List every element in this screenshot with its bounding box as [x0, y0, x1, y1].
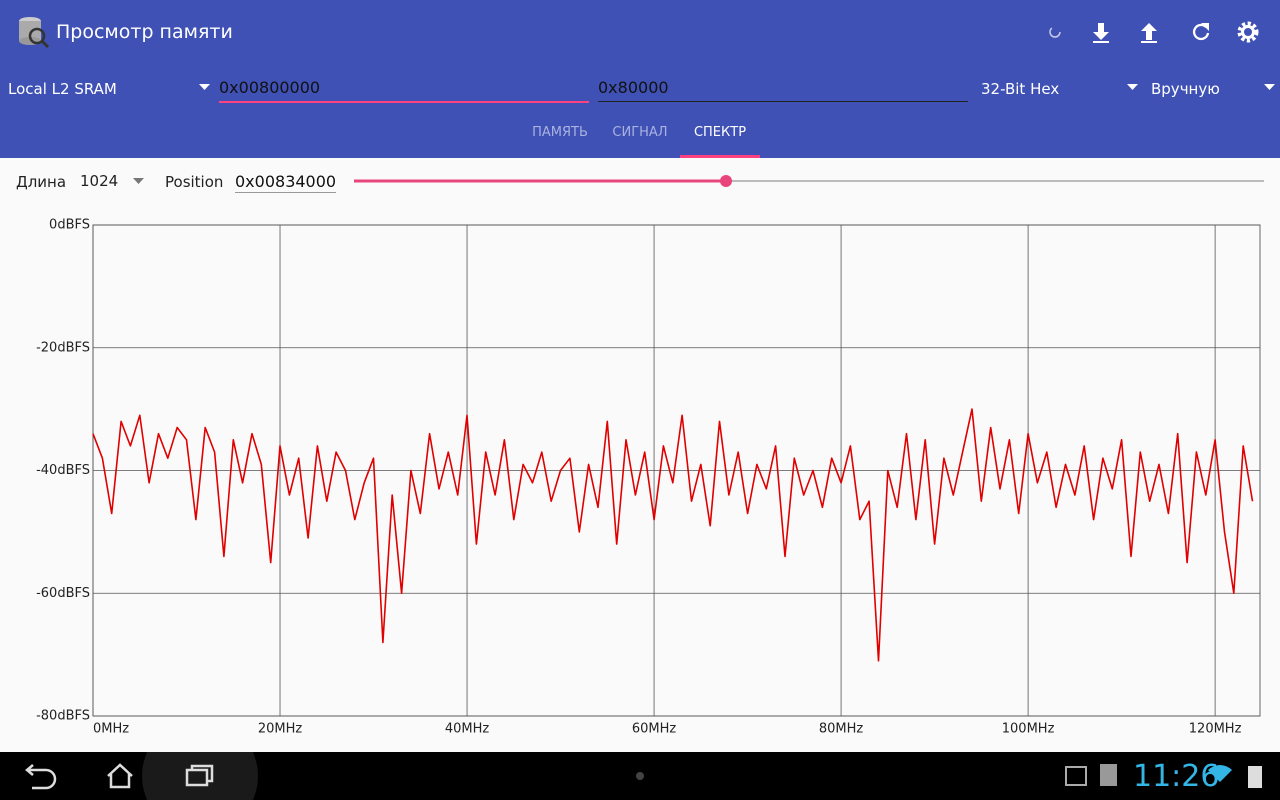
mode-select[interactable]: Вручную — [1151, 80, 1220, 98]
y-tick-label: -20dBFS — [36, 340, 90, 355]
position-slider[interactable] — [350, 170, 1270, 192]
clock: 11:26 — [1133, 759, 1220, 794]
x-tick-label: 60MHz — [632, 722, 677, 737]
address-input[interactable]: 0x00800000 — [219, 78, 589, 103]
x-tick-label: 20MHz — [258, 722, 303, 737]
dropdown-arrow — [133, 178, 144, 184]
x-tick-label: 0MHz — [93, 722, 129, 737]
toolbar-icons — [1049, 21, 1259, 43]
memory-select[interactable]: Local L2 SRAM — [8, 80, 117, 98]
tab[interactable]: ПАМЯТЬ — [532, 125, 588, 140]
download-button[interactable] — [1093, 23, 1109, 43]
app-title: Просмотр памяти — [56, 21, 233, 43]
length-label: Длина — [16, 173, 67, 191]
nav-icons — [25, 752, 1262, 800]
spectrum-line — [92, 408, 1254, 662]
x-tick-label: 40MHz — [445, 722, 490, 737]
tab-active[interactable]: СПЕКТР — [693, 125, 747, 140]
tab-indicator — [680, 155, 760, 158]
tab[interactable]: СИГНАЛ — [612, 125, 668, 140]
home-button[interactable] — [107, 763, 133, 789]
app-bar: Просмотр памяти Local L2 SRAM 0x00800000… — [0, 0, 1280, 158]
x-tick-label: 80MHz — [819, 722, 864, 737]
position-label: Position — [165, 173, 224, 191]
size-text: 0x80000 — [598, 78, 669, 97]
dropdown-arrow — [1127, 84, 1138, 90]
recents-button[interactable] — [185, 764, 214, 787]
navigation-bar: 11:26 — [0, 752, 1280, 800]
dropdown-arrow — [199, 84, 210, 90]
x-tick-label: 120MHz — [1189, 722, 1242, 737]
position-input[interactable]: 0x00834000 — [235, 172, 337, 193]
x-tick-label: 100MHz — [1002, 722, 1055, 737]
y-tick-label: -40dBFS — [36, 463, 90, 478]
address-text: 0x00800000 — [219, 78, 321, 97]
y-tick-label: 0dBFS — [49, 218, 90, 233]
y-tick-label: -60dBFS — [36, 586, 90, 601]
dropdown-arrow — [1264, 84, 1275, 90]
back-button[interactable] — [25, 764, 57, 790]
format-select[interactable]: 32-Bit Hex — [981, 80, 1060, 98]
size-input[interactable]: 0x80000 — [598, 78, 968, 102]
progress — [1049, 26, 1061, 38]
y-tick-label: -80dBFS — [36, 709, 90, 724]
length-select[interactable]: 1024 — [80, 172, 119, 190]
upload-button[interactable] — [1141, 23, 1157, 43]
app-icon — [19, 17, 50, 49]
settings-button[interactable] — [1237, 21, 1259, 43]
refresh-button[interactable] — [1193, 23, 1210, 41]
